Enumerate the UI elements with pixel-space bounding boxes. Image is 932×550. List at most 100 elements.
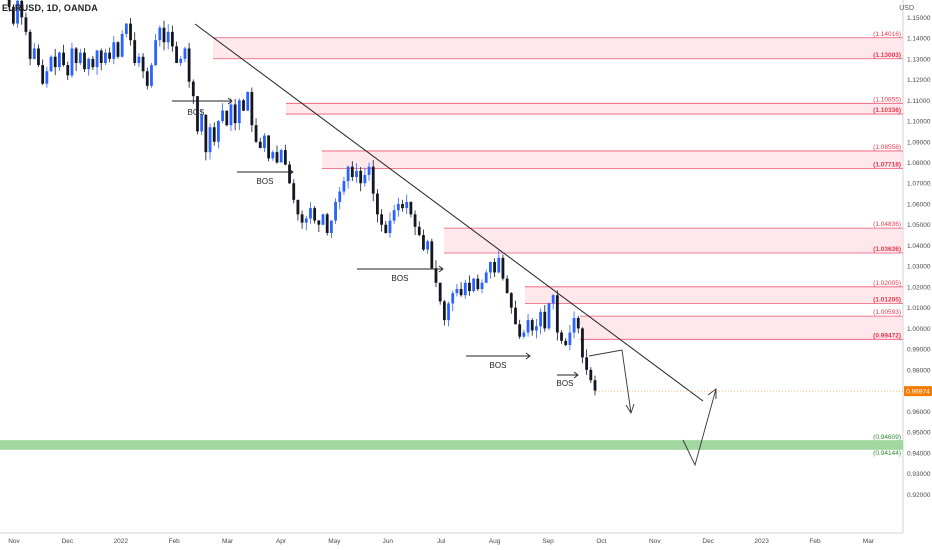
candle-body [104,52,107,63]
candle-body [237,100,241,124]
price-level-label: (1.00593) [873,309,901,316]
candle-body [572,318,576,333]
x-tick-label: May [328,538,341,545]
projection-path [588,349,632,414]
candle-body [66,65,70,76]
candle-body [129,23,132,41]
y-tick-label: 1.03000 [907,264,931,271]
candle-body [254,125,258,142]
bos-arrowhead [288,168,294,176]
candle-body [401,203,404,209]
last-price-tag [904,386,932,397]
y-tick-label: 1.09000 [907,139,931,146]
candle-body [258,141,262,148]
candle-body [246,92,250,111]
candle-body [338,191,342,202]
x-tick-label: Mar [222,538,234,545]
y-tick-label: 0.95000 [907,430,931,437]
y-tick-label: 0.96000 [907,409,931,416]
candle-body [242,100,245,111]
y-tick-label: 0.94000 [907,450,931,457]
candle-body [405,201,409,209]
candle-body [355,170,358,178]
y-tick-label: 1.08000 [907,160,931,167]
candle-body [57,52,61,68]
price-level-label: (1.14016) [873,31,901,38]
y-axis-ticks: 1.15000 1.14000 1.13000 1.12000 1.11000 1.100… [907,15,931,499]
candle-body [24,17,28,32]
candle-body [505,278,509,294]
candle-body [267,135,271,159]
x-tick-label: Aug [489,538,501,545]
candle-body [501,257,505,279]
candle-body [271,152,275,159]
x-tick-label: Jul [437,538,446,545]
candle-body [170,31,174,47]
candle-body [422,235,425,250]
supply-zone [580,316,903,340]
candle-body [530,320,534,331]
y-tick-label: 1.15000 [907,15,931,22]
price-level-labels: (1.14016) (1.13003) (1.10855) (1.10336) (1.0… [873,31,901,457]
candle-body [555,295,559,333]
candle-body [413,214,417,227]
candle-body [49,56,53,72]
candle-body [371,166,375,194]
candle-body [543,311,547,329]
candle-body [99,50,103,63]
candle-body [535,326,538,331]
candle-body [342,181,346,192]
candle-body [442,301,446,321]
candle-body [145,71,149,86]
candle-body [539,311,543,327]
candle-body [329,220,333,234]
y-tick-label: 1.07000 [907,181,931,188]
candle-body [350,166,354,178]
bos-arrowhead [573,371,579,379]
candle-body [480,282,484,289]
candle-body [447,303,450,321]
bos-markers: BOS BOS BOS BOS BOS [172,97,579,388]
supply-zone [213,37,903,59]
candle-body [304,218,308,223]
y-tick-label: 1.11000 [907,98,930,105]
candle-body [430,241,434,269]
price-level-label: (1.01205) [873,296,901,303]
candle-body [120,33,124,57]
candle-body [484,272,488,283]
candle-body [509,293,513,308]
y-tick-label: 0.93000 [907,471,931,478]
candle-body [45,71,49,84]
price-level-label: (1.07718) [873,161,901,168]
candle-body [472,278,476,292]
bos-arrowhead [438,265,444,273]
candle-body [459,288,463,296]
x-tick-label: Jun [383,538,394,545]
candle-body [518,324,522,337]
candle-body [233,104,237,124]
candle-body [359,170,363,184]
supply-zone [525,286,903,304]
supply-zone [444,228,903,253]
candle-body [116,42,120,57]
candle-body [53,56,57,68]
bos-label: BOS [557,379,574,388]
candle-body [434,268,438,283]
projection-arrowhead-2 [707,388,717,399]
y-tick-label: 1.05000 [907,222,931,229]
candle-body [367,166,371,175]
candle-body [217,121,220,142]
candle-body [175,46,178,63]
candle-body [187,48,191,82]
candle-body [547,303,551,329]
candle-body [476,278,480,289]
candle-body [37,48,40,66]
candle-body [468,282,471,292]
candle-body [564,340,568,345]
candle-body [158,27,162,41]
supply-zones [213,37,903,340]
plot-area [0,0,903,533]
price-level-label: (0.99472) [873,332,901,339]
